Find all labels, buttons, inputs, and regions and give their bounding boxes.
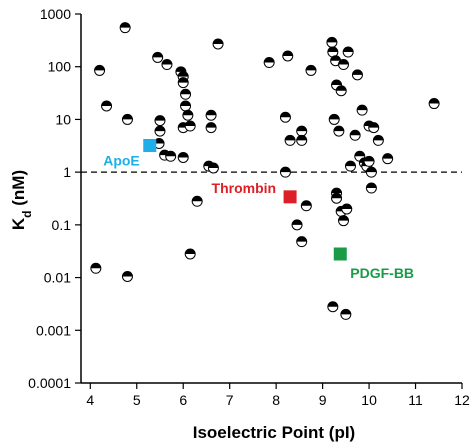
data-point: [284, 134, 296, 146]
y-axis-title-main: K: [9, 217, 28, 230]
data-point: [182, 109, 194, 121]
data-point: [342, 46, 354, 58]
data-point: [180, 88, 192, 100]
data-point: [344, 160, 356, 172]
data-point: [205, 122, 217, 134]
data-point: [94, 64, 106, 76]
data-point: [349, 129, 361, 141]
y-tick-label: 100: [48, 59, 72, 75]
data-point: [263, 57, 275, 69]
y-axis-ticks: 0.0001 0.001 0.01 0.1 1 10 100 1000: [28, 6, 81, 391]
data-point: [184, 120, 196, 132]
data-point: [90, 262, 102, 274]
data-point: [335, 85, 347, 97]
highlight-label-thrombin: Thrombin: [212, 180, 277, 196]
data-point: [305, 64, 317, 76]
data-point: [165, 150, 177, 162]
data-point: [363, 155, 375, 167]
x-tick-label: 6: [179, 392, 187, 408]
data-point: [191, 195, 203, 207]
data-point: [338, 215, 350, 227]
x-tick-label: 11: [408, 392, 423, 408]
data-point: [282, 50, 294, 62]
y-axis-title-subscript: d: [20, 210, 34, 217]
data-point: [212, 38, 224, 50]
data-point: [296, 134, 308, 146]
x-tick-label: 4: [86, 392, 94, 408]
y-tick-label: 1000: [40, 6, 71, 22]
highlight-marker-pdgf-bb: [333, 247, 347, 261]
y-tick-label: 0.1: [52, 217, 72, 233]
highlight-label-pdgf-bb: PDGF-BB: [350, 265, 414, 281]
data-point: [177, 77, 189, 89]
data-point: [340, 308, 352, 320]
y-tick-label: 0.001: [36, 322, 71, 338]
y-tick-label: 1: [63, 164, 71, 180]
x-tick-label: 7: [226, 392, 234, 408]
data-point: [331, 192, 343, 204]
data-point: [279, 111, 291, 123]
data-point: [365, 182, 377, 194]
data-point: [328, 113, 340, 125]
plot-area: 4 5 6 7 8 9 10 11 12 0.0001 0.001 0.01 0.1 1 10 100 100…: [28, 6, 470, 408]
data-point: [291, 219, 303, 231]
x-tick-label: 12: [454, 392, 470, 408]
data-point: [356, 104, 368, 116]
data-point: [372, 134, 384, 146]
highlighted-proteins: ApoE Thrombin PDGF-BB: [103, 139, 414, 281]
data-point: [368, 122, 380, 134]
data-points: [90, 22, 440, 320]
data-point: [326, 36, 338, 48]
data-point: [279, 166, 291, 178]
y-tick-label: 0.01: [44, 270, 71, 286]
data-point: [184, 248, 196, 260]
data-point: [121, 270, 133, 282]
data-point: [101, 100, 113, 112]
data-point: [207, 162, 219, 174]
data-point: [205, 109, 217, 121]
data-point: [154, 125, 166, 137]
data-point: [119, 22, 131, 34]
highlight-marker-apoe: [143, 139, 157, 153]
data-point: [152, 51, 164, 63]
data-point: [327, 46, 339, 58]
data-point: [351, 69, 363, 81]
y-tick-label: 10: [55, 111, 71, 127]
data-point: [161, 59, 173, 71]
data-point: [121, 113, 133, 125]
x-tick-label: 9: [319, 392, 327, 408]
highlight-label-apoe: ApoE: [103, 153, 140, 169]
x-tick-label: 5: [133, 392, 141, 408]
data-point: [330, 55, 342, 67]
data-point: [300, 200, 312, 212]
data-point: [177, 151, 189, 163]
data-point: [296, 236, 308, 248]
data-point: [333, 125, 345, 137]
data-point: [331, 79, 343, 91]
x-axis-ticks: 4 5 6 7 8 9 10 11 12: [86, 383, 470, 408]
y-tick-label: 0.0001: [28, 375, 71, 391]
data-point: [180, 100, 192, 112]
data-point: [154, 115, 166, 127]
data-point: [341, 203, 353, 215]
data-point: [338, 59, 350, 71]
data-point: [428, 98, 440, 110]
x-tick-label: 10: [361, 392, 377, 408]
data-point: [382, 153, 394, 165]
x-axis-title: Isoelectric Point (pI): [193, 423, 355, 442]
data-point: [365, 166, 377, 178]
data-point: [327, 301, 339, 313]
y-axis-title-unit: (nM): [9, 170, 28, 211]
x-tick-label: 8: [272, 392, 280, 408]
highlight-marker-thrombin: [283, 190, 297, 204]
y-axis-title: Kd (nM): [9, 170, 34, 230]
data-point: [296, 125, 308, 137]
